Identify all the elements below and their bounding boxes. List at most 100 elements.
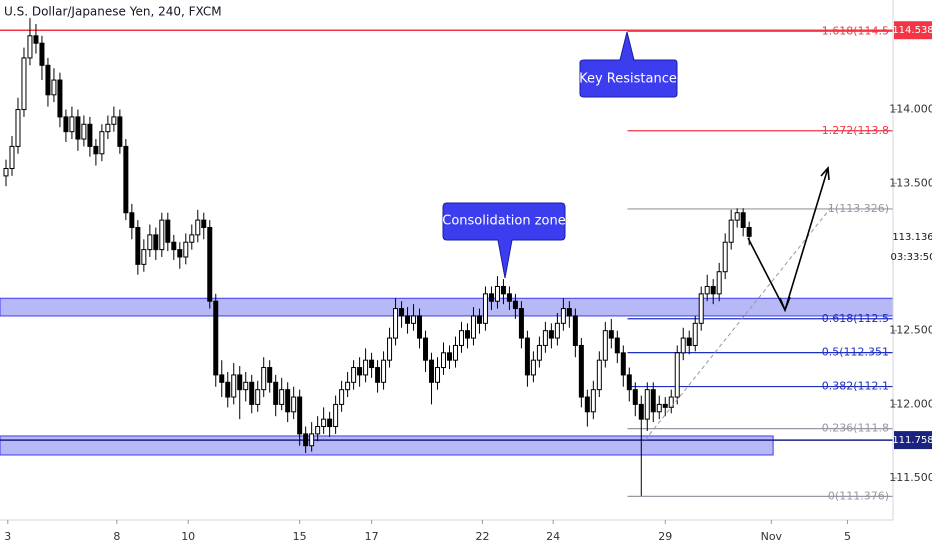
- candle-body: [219, 374, 225, 383]
- candle-body: [482, 293, 488, 324]
- fib-label: 0.618(112.5: [822, 312, 889, 325]
- candle-body: [165, 219, 171, 243]
- candle-body: [333, 403, 339, 428]
- callout-box: [442, 202, 566, 279]
- candle-body: [716, 271, 722, 295]
- candle-body: [464, 330, 470, 339]
- candle-body: [452, 344, 458, 361]
- candle-body: [147, 234, 153, 251]
- candle-body: [39, 42, 45, 66]
- candle-body: [686, 337, 692, 346]
- candle-body: [608, 330, 614, 339]
- candle-body: [698, 293, 704, 324]
- candle-body: [225, 381, 231, 398]
- x-tick-label: 3: [4, 530, 11, 543]
- candle-body: [518, 308, 524, 339]
- candle-body: [560, 308, 566, 324]
- candle-body: [506, 293, 512, 302]
- candle-body: [710, 285, 716, 295]
- x-tick-label: Nov: [761, 530, 783, 543]
- candle-body: [357, 367, 363, 376]
- candle-body: [171, 241, 177, 251]
- candle-body: [620, 352, 626, 376]
- candle-body: [267, 367, 273, 383]
- support-zone: [0, 297, 894, 317]
- candle-body: [339, 389, 345, 405]
- candle-body: [3, 168, 9, 177]
- candle-body: [183, 241, 189, 258]
- candle-body: [542, 330, 548, 346]
- fib-label: 0(111.376): [828, 489, 889, 502]
- plot-area: 1.618(114.5 1.272(113.8 1(113.326) 0.618(11…: [0, 18, 894, 502]
- candle-body: [51, 79, 57, 96]
- price-label: 111.758: [892, 435, 932, 446]
- price-label: 114.538: [892, 25, 932, 36]
- fib-label: 0.236(111.8: [822, 422, 889, 435]
- candle-body: [303, 433, 309, 447]
- callout-box: [579, 31, 678, 98]
- fib-label: 1(113.326): [828, 202, 889, 215]
- candle-body: [87, 123, 93, 147]
- price-label-box: [894, 431, 932, 450]
- candle-body: [458, 330, 464, 346]
- candle-body: [530, 359, 536, 376]
- candle-body: [476, 315, 482, 324]
- candle-body: [201, 219, 207, 228]
- candle-body: [297, 396, 303, 435]
- candle-body: [393, 308, 399, 339]
- x-tick-label: 15: [293, 530, 307, 543]
- candle-body: [548, 330, 554, 339]
- candle-body: [381, 359, 387, 383]
- candle-body: [135, 226, 141, 265]
- countdown: 03:33:50: [891, 252, 932, 263]
- candle-body: [117, 116, 123, 147]
- candle-body: [105, 123, 111, 133]
- candle-body: [524, 337, 530, 376]
- candle-body: [446, 352, 452, 361]
- candle-body: [321, 418, 327, 428]
- candle-body: [734, 212, 740, 221]
- candle-body: [387, 337, 393, 361]
- arrow-head: [779, 296, 791, 313]
- y-tick-label: 114.000: [889, 103, 932, 116]
- candle-body: [375, 367, 381, 383]
- fib-label: 1.272(113.8: [822, 124, 889, 137]
- candle-body: [704, 285, 710, 295]
- candle-body: [405, 315, 411, 324]
- candle-body: [177, 249, 183, 258]
- candle-body: [578, 344, 584, 398]
- candle-body: [435, 367, 441, 383]
- candle-body: [500, 285, 506, 295]
- candle-body: [632, 389, 638, 405]
- candle-body: [195, 219, 201, 236]
- candle-body: [351, 367, 357, 383]
- candle-body: [488, 293, 494, 302]
- candle-body: [554, 322, 560, 339]
- candle-body: [9, 145, 15, 170]
- candle-body: [315, 426, 321, 435]
- callout-text: Key Resistance: [579, 72, 677, 87]
- candle-body: [399, 308, 405, 317]
- candle-body: [584, 396, 590, 413]
- candle-body: [650, 389, 656, 413]
- candle-body: [27, 35, 33, 59]
- fib-label: 0.5(112.351: [822, 346, 889, 359]
- candle-body: [285, 389, 291, 413]
- candle-body: [746, 226, 752, 237]
- candle-body: [231, 374, 237, 398]
- candle-body: [740, 212, 746, 228]
- candle-body: [722, 241, 728, 273]
- candle-body: [566, 308, 572, 317]
- candle-body: [261, 367, 267, 391]
- candle-body: [345, 381, 351, 391]
- trend-line: [644, 204, 834, 441]
- support-zone: [0, 435, 774, 456]
- candle-body: [656, 403, 662, 413]
- y-tick-label: 111.500: [889, 471, 932, 484]
- candle-body: [494, 285, 500, 302]
- candle-body: [99, 131, 105, 155]
- candle-body: [243, 381, 249, 391]
- candle-body: [153, 234, 159, 251]
- candle-body: [668, 396, 674, 408]
